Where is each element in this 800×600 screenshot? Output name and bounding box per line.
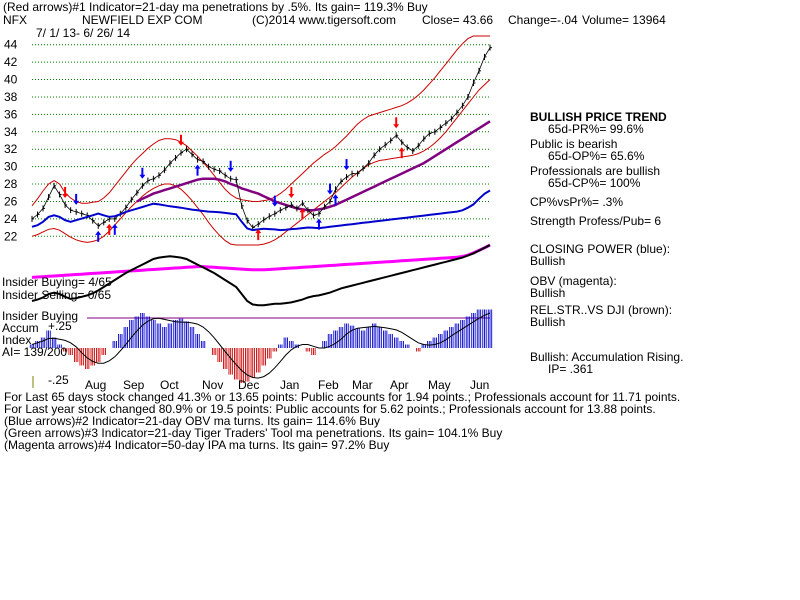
down-arrow-head [343, 166, 350, 171]
relstr-label: REL.STR..VS DJI (brown): [530, 303, 673, 317]
cp-value: 65d-CP%= 100% [548, 176, 641, 190]
obv-status: Bullish [530, 286, 566, 300]
y-tick-label: 32 [4, 142, 18, 156]
public-status: Public is bearish [530, 137, 618, 151]
footer-line-1: For Last 65 days stock changed 41.3% or … [4, 390, 681, 404]
strength-ratio: Strength Profess/Pub= 6 [530, 214, 662, 228]
accum-ma-line [31, 312, 491, 379]
up-arrow-head [332, 194, 339, 199]
up-arrow-head [111, 223, 118, 228]
down-arrow-head [62, 193, 69, 198]
y-tick-label: 40 [4, 73, 18, 87]
ai-value: AI= 139/200 [2, 345, 68, 359]
month-label: Aug [85, 378, 106, 392]
month-label: Nov [202, 378, 223, 392]
accum-label: Accum [2, 321, 39, 335]
down-arrow-head [288, 193, 295, 198]
relstr-line [31, 244, 491, 307]
month-label: Sep [123, 378, 145, 392]
month-label: Jun [470, 378, 489, 392]
up-arrow-head [106, 223, 113, 228]
ip-value: IP= .361 [548, 362, 594, 376]
accum-status: Bullish: Accumulation Rising. [530, 350, 684, 364]
y-tick-label: 36 [4, 107, 18, 121]
copyright: (C)2014 www.tigersoft.com [252, 13, 397, 27]
footer-line-2: For Last year stock changed 80.9% or 19.… [4, 402, 656, 416]
y-tick-label: 30 [4, 160, 18, 174]
insider-selling: Insider Selling= 0/65 [2, 288, 112, 302]
date-range: 7/ 1/ 13- 6/ 26/ 14 [36, 26, 131, 40]
y-tick-label: 26 [4, 194, 18, 208]
up-arrow-head [315, 218, 322, 223]
price-bars [31, 44, 492, 231]
relstr-status: Bullish [530, 315, 566, 329]
relstr-layer [31, 244, 491, 307]
accumulation-histogram [29, 309, 493, 388]
lower-band-line [31, 79, 491, 246]
company-name: NEWFIELD EXP COM [82, 13, 203, 27]
volume-value: Volume= 13964 [582, 13, 666, 27]
month-label: Apr [390, 378, 409, 392]
y-tick-label: 28 [4, 177, 18, 191]
closing-power-line [31, 189, 491, 232]
y-tick-label: 44 [4, 38, 18, 52]
footer-line-4: (Green arrows)#3 Indicator=21-day Tiger … [4, 426, 503, 440]
change-value: Change=-.04 [508, 13, 578, 27]
moving-average [136, 120, 491, 212]
accum-minus: -.25 [48, 373, 69, 387]
month-label: Dec [238, 378, 259, 392]
up-arrow-head [194, 164, 201, 169]
down-arrow-head [177, 141, 184, 146]
signal-arrows [62, 117, 405, 242]
closing-power-layer [31, 189, 491, 232]
footer-line-5: (Magenta arrows)#4 Indicator=50-day IPA … [4, 438, 390, 452]
red-arrows-note: (Red arrows)#1 Indicator=21-day ma penet… [3, 0, 428, 14]
insider-buying-2: Insider Buying [2, 309, 79, 323]
y-tick-label: 42 [4, 55, 18, 69]
pros-status: Professionals are bullish [530, 164, 661, 178]
down-arrow-head [139, 174, 146, 179]
insider-buying: Insider Buying= 4/65 [2, 275, 112, 289]
obv-label: OBV (magenta): [530, 274, 617, 288]
up-arrow-head [255, 229, 262, 234]
month-label: Oct [160, 378, 179, 392]
month-label: Jan [280, 378, 299, 392]
month-label: Mar [352, 378, 373, 392]
y-tick-label: 24 [4, 212, 18, 226]
obv-layer [31, 243, 491, 279]
footer-line-3: (Blue arrows)#2 Indicator=21-day OBV ma … [4, 414, 380, 428]
price-line [31, 47, 491, 229]
y-tick-label: 22 [4, 229, 18, 243]
down-arrow-head [271, 202, 278, 207]
y-tick-label: 34 [4, 125, 18, 139]
month-label: Feb [318, 378, 339, 392]
up-arrow-head [398, 147, 405, 152]
accum-plus: +.25 [48, 319, 72, 333]
down-arrow-head [73, 200, 80, 205]
pr-value: 65d-PR%= 99.6% [548, 122, 644, 136]
obv-line [31, 243, 491, 279]
down-arrow-head [326, 190, 333, 195]
month-label: May [428, 378, 451, 392]
op-value: 65d-OP%= 65.6% [548, 149, 645, 163]
closing-power-status: Bullish [530, 254, 566, 268]
index-label: Index [2, 333, 32, 347]
close-value: Close= 43.66 [422, 13, 494, 27]
trend-title: BULLISH PRICE TREND [530, 110, 667, 124]
closing-power-label: CLOSING POWER (blue): [530, 242, 671, 256]
down-arrow-head [393, 124, 400, 129]
down-arrow-head [227, 167, 234, 172]
up-arrow-head [299, 208, 306, 213]
price-axis-ticks: 22 24 26 28 30 32 34 36 38 40 42 44 [4, 38, 18, 244]
ma-line [136, 120, 491, 212]
cp-vs-pr: CP%vsPr%= .3% [530, 195, 624, 209]
ticker: NFX [3, 13, 27, 27]
y-tick-label: 38 [4, 90, 18, 104]
month-axis-labels: Aug Sep Oct Nov Dec Jan Feb Mar Apr May Jun [85, 378, 489, 392]
upper-band-line [31, 35, 490, 207]
grid-layer [32, 44, 490, 237]
up-arrow-head [95, 230, 102, 235]
